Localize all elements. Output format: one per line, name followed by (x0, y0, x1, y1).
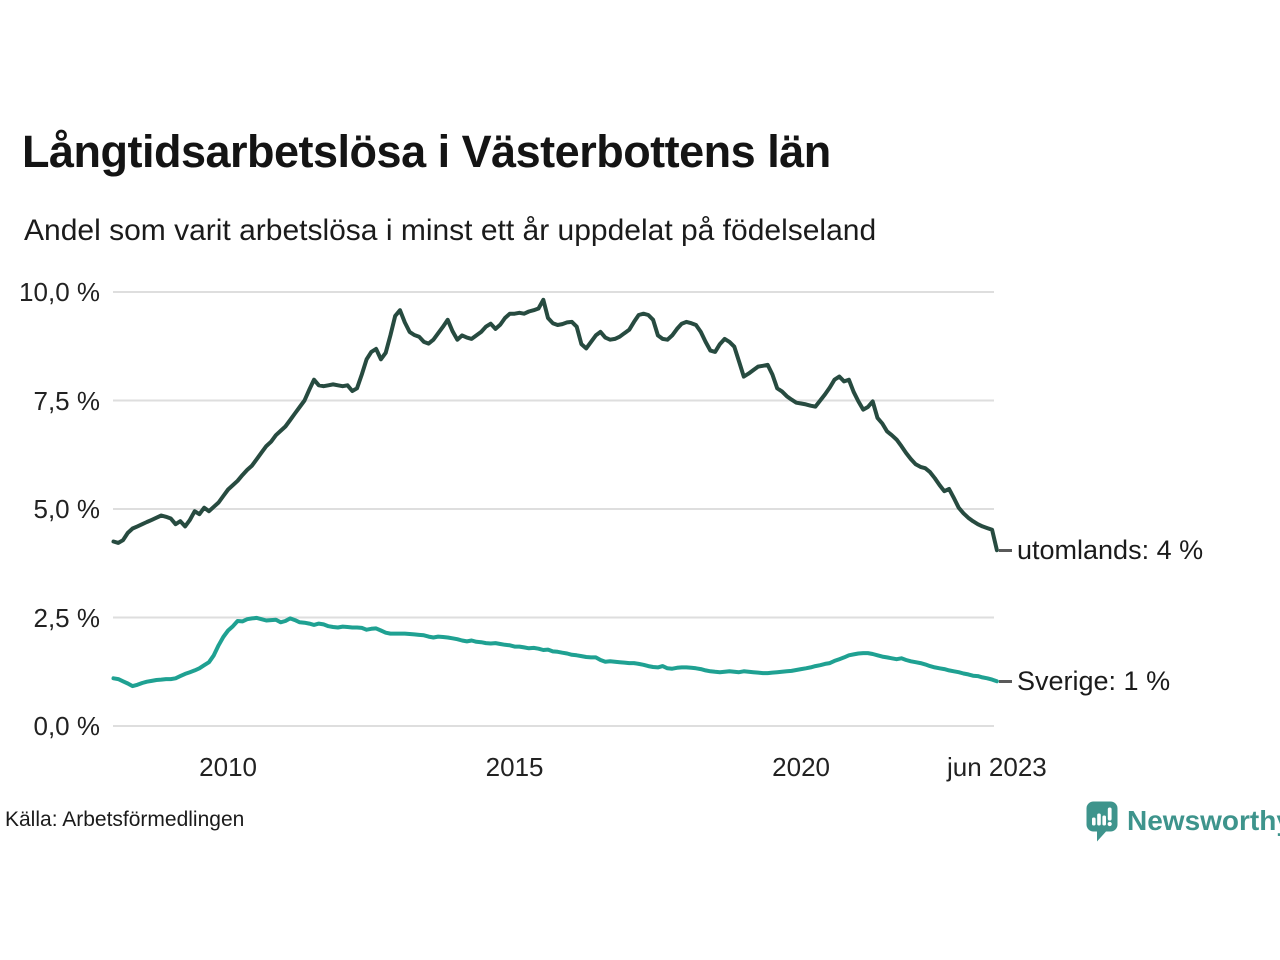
page-title: Långtidsarbetslösa i Västerbottens län (22, 126, 831, 177)
x-axis-tick-label: 2015 (485, 752, 544, 782)
end-label-text: utomlands: 4 % (1017, 534, 1204, 565)
y-axis-tick-label: 2,5 % (33, 602, 101, 633)
end-label-text: Sverige: 1 % (1017, 665, 1171, 696)
newsworthy-branding: Newsworthy (1086, 801, 1280, 842)
series-line-Sverige (111, 615, 999, 689)
y-axis-tick-label: 10,0 % (19, 277, 100, 307)
y-axis-tick-label: 7,5 % (33, 385, 101, 416)
source-note: Källa: Arbetsförmedlingen (5, 808, 245, 831)
end-label-Sverige: Sverige: 1 % (999, 663, 1170, 699)
x-axis-tick-label: 2020 (772, 752, 831, 782)
end-label-utomlands: utomlands: 4 % (999, 532, 1203, 568)
x-axis-tick-label: jun 2023 (946, 752, 1047, 782)
newsworthy-logo-text: Newsworthy (1127, 805, 1280, 836)
y-axis-tick-label: 5,0 % (33, 494, 101, 524)
end-label-dash (999, 679, 1012, 683)
y-axis-tick-label: 0,0 % (33, 711, 101, 741)
newsworthy-logo-icon (1086, 801, 1118, 842)
page-subtitle: Andel som varit arbetslösa i minst ett å… (24, 214, 877, 247)
series-line-utomlands (111, 297, 999, 553)
x-axis-tick-label: 2010 (199, 752, 258, 782)
end-label-dash (999, 548, 1012, 552)
